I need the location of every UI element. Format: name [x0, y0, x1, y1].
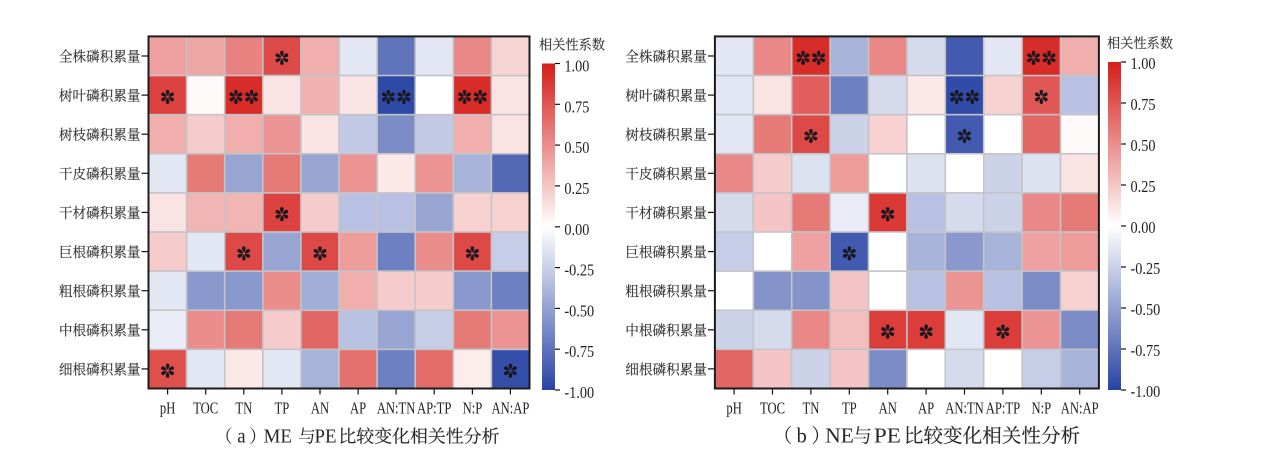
svg-text:AN:TN: AN:TN — [377, 400, 416, 418]
svg-text:-1.00: -1.00 — [564, 384, 594, 402]
svg-text:1.00: 1.00 — [564, 57, 589, 75]
svg-text:TOC: TOC — [193, 400, 218, 418]
svg-text:TOC: TOC — [760, 400, 785, 418]
svg-text:TP: TP — [842, 400, 857, 418]
svg-text:ME: ME — [264, 426, 292, 448]
svg-text:-0.25: -0.25 — [564, 262, 594, 280]
svg-text:AP:TP: AP:TP — [417, 400, 451, 418]
svg-text:AN:AP: AN:AP — [1061, 400, 1099, 418]
svg-text:-0.75: -0.75 — [564, 343, 594, 361]
svg-text:AN:TN: AN:TN — [945, 400, 984, 418]
svg-text:a: a — [237, 426, 246, 448]
svg-text:PE: PE — [874, 423, 901, 447]
svg-text:pH: pH — [160, 400, 176, 418]
svg-text:AP:TP: AP:TP — [986, 400, 1020, 418]
svg-text:N:P: N:P — [1031, 400, 1051, 418]
svg-text:0.75: 0.75 — [564, 98, 589, 116]
svg-text:AP: AP — [350, 400, 366, 418]
svg-text:NE: NE — [825, 424, 854, 448]
svg-text:0.75: 0.75 — [1131, 96, 1156, 114]
svg-text:TN: TN — [235, 400, 252, 418]
svg-text:-1.00: -1.00 — [1131, 383, 1161, 401]
svg-text:0.25: 0.25 — [564, 180, 589, 198]
svg-text:AN: AN — [879, 400, 898, 418]
svg-text:AN: AN — [311, 400, 330, 418]
svg-text:-0.75: -0.75 — [1131, 342, 1161, 360]
svg-text:AN:AP: AN:AP — [491, 400, 529, 418]
svg-text:TP: TP — [275, 400, 290, 418]
svg-text:TN: TN — [802, 400, 819, 418]
svg-text:N:P: N:P — [463, 400, 483, 418]
svg-text:0.25: 0.25 — [1131, 178, 1156, 196]
svg-text:PE: PE — [315, 426, 337, 448]
svg-text:-0.25: -0.25 — [1131, 260, 1161, 278]
svg-text:pH: pH — [726, 400, 742, 418]
svg-text:0.00: 0.00 — [564, 221, 589, 239]
svg-text:-0.50: -0.50 — [564, 302, 594, 320]
svg-text:AP: AP — [918, 400, 934, 418]
svg-text:0.50: 0.50 — [1131, 137, 1156, 155]
svg-text:-0.50: -0.50 — [1131, 301, 1161, 319]
svg-text:1.00: 1.00 — [1131, 55, 1156, 73]
svg-text:b: b — [797, 423, 807, 448]
svg-text:0.50: 0.50 — [564, 139, 589, 157]
svg-text:0.00: 0.00 — [1131, 219, 1156, 237]
